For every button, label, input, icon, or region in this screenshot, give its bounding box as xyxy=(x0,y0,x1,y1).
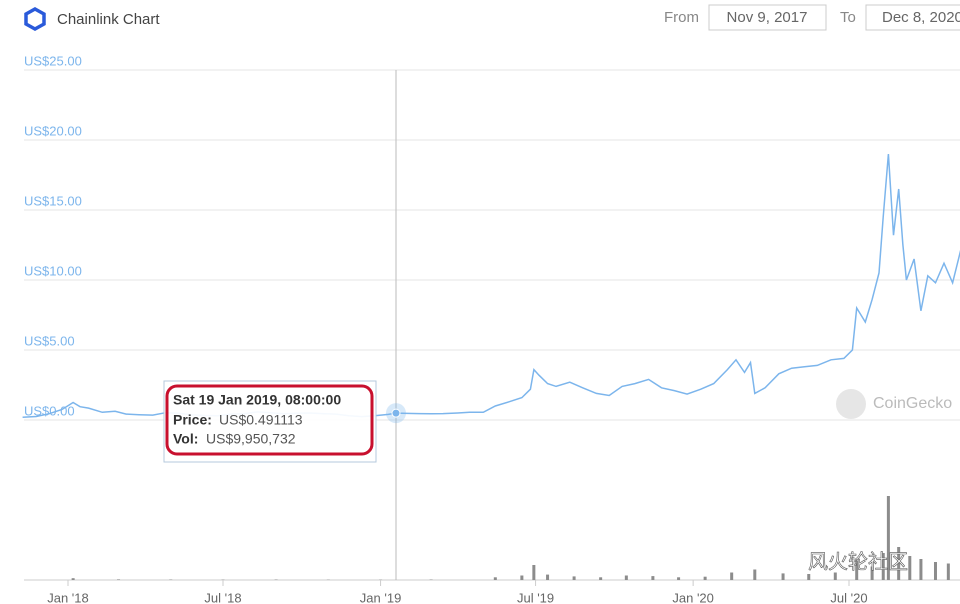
to-label: To xyxy=(840,9,856,26)
x-tick-label: Jul '20 xyxy=(830,590,867,604)
y-tick-label: US$25.00 xyxy=(24,53,82,68)
y-tick-label: US$15.00 xyxy=(24,193,82,208)
price-line xyxy=(22,153,960,419)
volume-bar xyxy=(886,496,890,580)
x-tick-label: Jul '19 xyxy=(517,590,554,604)
volume-bar xyxy=(807,574,811,580)
from-input[interactable] xyxy=(708,4,827,31)
volume-bar xyxy=(599,577,603,580)
x-tick-label: Jan '18 xyxy=(47,590,89,604)
x-tick-label: Jan '19 xyxy=(360,590,402,604)
logo xyxy=(24,6,46,32)
volume-bar xyxy=(520,575,524,580)
tooltip-box xyxy=(163,380,377,463)
x-tick-label: Jan '20 xyxy=(672,590,714,604)
tooltip-vol-label: Vol: xyxy=(173,431,198,447)
tooltip-price: US$0.491113 xyxy=(219,412,303,428)
tooltip: Sat 19 Jan 2019, 08:00:00 Price: US$0.49… xyxy=(163,380,377,463)
volume-bar xyxy=(897,547,901,580)
volume-bar xyxy=(833,572,837,580)
wechat-watermark: 风火轮社区 xyxy=(808,550,908,573)
volume-bar xyxy=(881,553,885,580)
volume-bar xyxy=(919,559,923,580)
highlight xyxy=(165,384,374,456)
to-input[interactable] xyxy=(865,4,960,31)
tooltip-vol: US$9,950,732 xyxy=(206,431,296,447)
volume-bar xyxy=(933,562,937,580)
marks xyxy=(22,153,960,580)
volume-bar xyxy=(572,576,576,580)
tooltip-price-label: Price: xyxy=(173,412,212,428)
to-date: Dec 8, 2020 xyxy=(882,9,960,26)
from-label: From xyxy=(664,9,699,26)
plot-area: US$0.00 US$5.00 US$10.00 US$15.00 US$20.00 US… xyxy=(24,53,960,604)
volume-bar xyxy=(870,566,874,580)
volume-bar xyxy=(71,578,75,580)
y-tick-label: US$20.00 xyxy=(24,123,82,138)
from-date: Nov 9, 2017 xyxy=(727,9,808,26)
watermark: CoinGecko xyxy=(873,395,952,412)
volume-bar xyxy=(546,574,550,580)
volume-bar xyxy=(703,576,707,580)
volume-bar xyxy=(855,560,859,580)
hover-point xyxy=(391,408,401,418)
volume-bar xyxy=(730,572,734,580)
volume-bar xyxy=(908,556,912,580)
volume-bar xyxy=(677,577,681,580)
chart-title: Chainlink Chart xyxy=(57,11,160,28)
volume-bar xyxy=(117,579,121,580)
y-tick-label: US$0.00 xyxy=(24,403,75,418)
y-tick-label: US$5.00 xyxy=(24,333,75,348)
watermark-logo xyxy=(836,389,866,419)
y-tick-label: US$10.00 xyxy=(24,263,82,278)
volume-bar xyxy=(781,573,785,580)
volume-bar xyxy=(532,565,536,580)
tooltip-date: Sat 19 Jan 2019, 08:00:00 xyxy=(173,392,341,408)
x-tick-label: Jul '18 xyxy=(204,590,241,604)
volume-bar xyxy=(493,577,497,580)
volume-bar xyxy=(753,569,757,580)
volume-bar xyxy=(624,575,628,580)
volume-bar xyxy=(651,576,655,580)
volume-bar xyxy=(946,563,950,580)
